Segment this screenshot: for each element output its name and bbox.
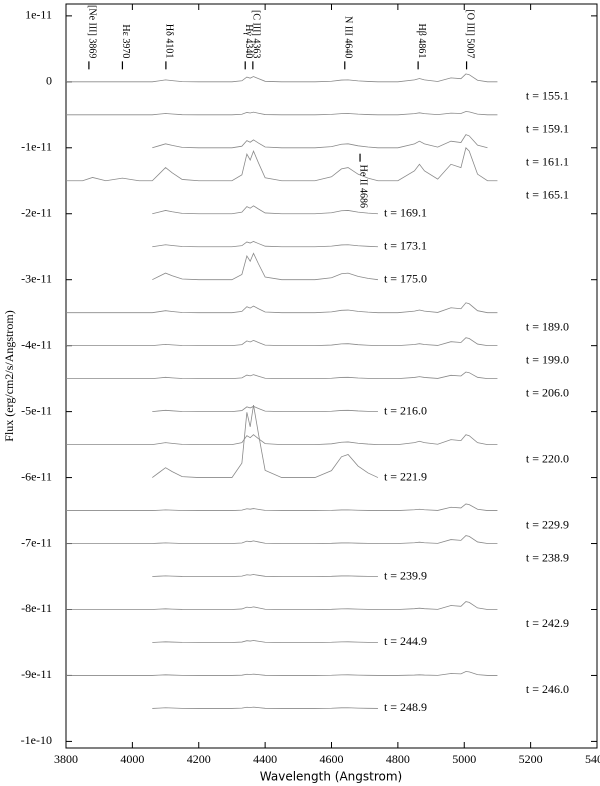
- line-annotation: [Ne III] 3869: [87, 5, 98, 58]
- spectrum-line: [66, 302, 498, 314]
- series-label: t = 229.9: [526, 517, 569, 531]
- x-tick-label: 5400: [585, 752, 600, 766]
- spectrum-line: [152, 574, 378, 577]
- line-annotation: N III 4640: [342, 16, 353, 58]
- y-tick-label: -7e-11: [21, 535, 52, 549]
- spectrum-line: [66, 671, 498, 676]
- spectrum-line: [152, 134, 488, 149]
- series-label: t = 244.9: [384, 634, 427, 648]
- series-label: t = 238.9: [526, 550, 569, 564]
- x-tick-label: 4600: [320, 752, 344, 766]
- spectrum-line: [66, 371, 498, 380]
- plot-frame: [65, 3, 598, 749]
- spectrum-line: [152, 404, 379, 478]
- spectrum-line: [66, 147, 498, 182]
- line-annotation: [C III] 4363: [251, 10, 262, 58]
- series-label: t = 248.9: [384, 700, 427, 714]
- y-axis-label: Flux (erg/cm2/s/Angstrom): [2, 310, 16, 441]
- series-label: t = 165.1: [526, 188, 569, 202]
- spectrum-line: [66, 337, 498, 347]
- spectrum-line: [66, 434, 498, 445]
- series-label: t = 175.0: [384, 271, 427, 285]
- series-label: t = 169.1: [384, 205, 427, 219]
- spectrum-line: [152, 252, 379, 281]
- series-label: t = 239.9: [384, 568, 427, 582]
- spectrum-line: [66, 503, 498, 511]
- x-axis-label: Wavelength (Angstrom): [260, 770, 402, 784]
- series-label: t = 206.0: [526, 385, 569, 399]
- series-label: t = 199.0: [526, 352, 569, 366]
- spectrum-line: [152, 241, 378, 248]
- spectrum-line: [66, 535, 498, 544]
- series-label: t = 246.0: [526, 682, 569, 696]
- y-tick-label: -6e-11: [21, 469, 52, 483]
- line-annotation: Hβ 4861: [416, 24, 427, 59]
- series-label: t = 221.9: [384, 469, 427, 483]
- line-annotation: Hδ 4101: [164, 24, 175, 58]
- y-tick-label: -2e-11: [21, 205, 52, 219]
- x-tick-label: 4200: [187, 752, 211, 766]
- series-label: t = 155.1: [526, 89, 569, 103]
- line-annotation: He II 4686: [358, 165, 369, 208]
- x-tick-label: 4000: [120, 752, 144, 766]
- series-label: t = 220.0: [526, 451, 569, 465]
- spectrum-line: [152, 640, 378, 643]
- spectrum-line: [152, 706, 378, 709]
- series-label: t = 189.0: [526, 319, 569, 333]
- y-tick-label: -3e-11: [21, 271, 52, 285]
- line-annotation: [O III] 5007: [464, 9, 475, 58]
- line-annotation: Hε 3970: [120, 24, 131, 58]
- spectrum-line: [152, 405, 378, 413]
- y-tick-label: -9e-11: [21, 667, 52, 681]
- spectrum-line: [66, 601, 498, 610]
- y-tick-label: 0: [46, 74, 52, 88]
- x-tick-label: 5000: [452, 752, 476, 766]
- y-tick-label: -5e-11: [21, 403, 52, 417]
- spectrum-line: [66, 73, 498, 83]
- line-annotation: Hγ 4340: [243, 24, 254, 58]
- y-tick-label: -1e-10: [21, 733, 52, 747]
- series-label: t = 216.0: [384, 403, 427, 417]
- spectrum-line: [152, 205, 378, 215]
- x-tick-label: 4400: [253, 752, 277, 766]
- series-label: t = 159.1: [526, 122, 569, 136]
- y-tick-label: -4e-11: [21, 337, 52, 351]
- spectrum-line: [66, 111, 498, 116]
- y-tick-label: -8e-11: [21, 601, 52, 615]
- series-label: t = 242.9: [526, 616, 569, 630]
- x-tick-label: 4800: [386, 752, 410, 766]
- x-tick-label: 3800: [54, 752, 78, 766]
- series-label: t = 173.1: [384, 238, 427, 252]
- series-label: t = 161.1: [526, 155, 569, 169]
- y-tick-label: -1e-11: [21, 140, 52, 154]
- y-tick-label: 1e-11: [25, 8, 52, 22]
- x-tick-label: 5200: [519, 752, 543, 766]
